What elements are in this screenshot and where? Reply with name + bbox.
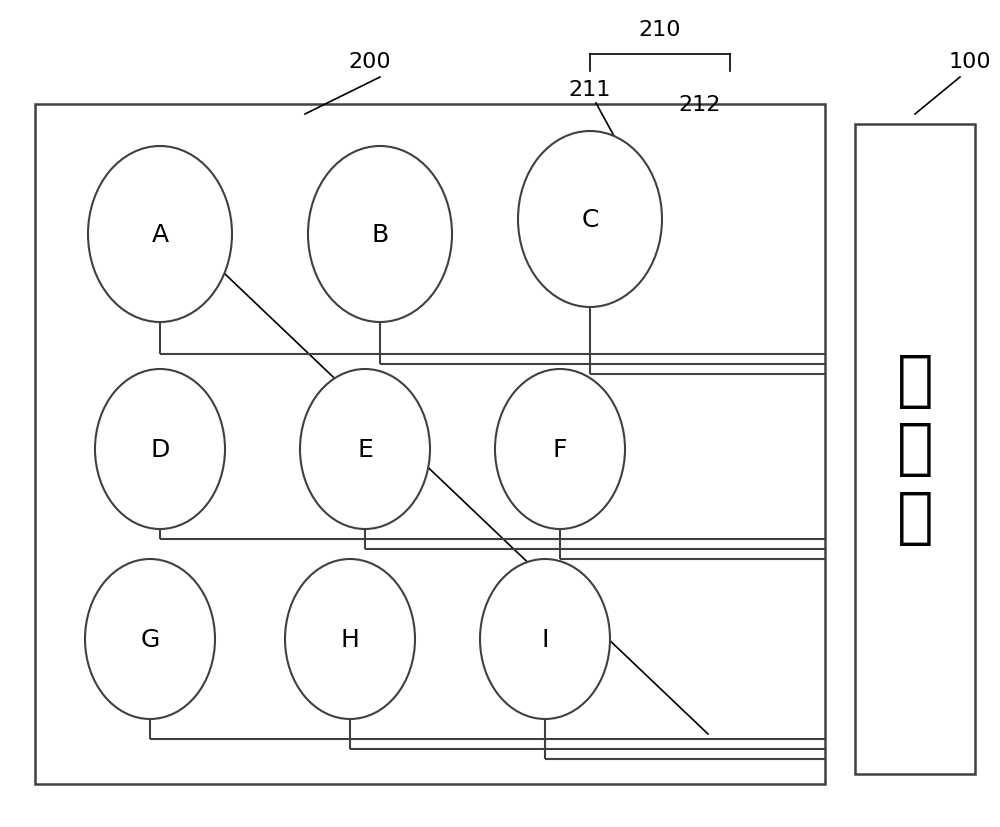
- Text: 210: 210: [639, 20, 681, 40]
- Ellipse shape: [95, 370, 225, 529]
- Text: G: G: [140, 627, 160, 651]
- Ellipse shape: [308, 147, 452, 323]
- Text: 212: 212: [679, 95, 721, 115]
- Ellipse shape: [285, 559, 415, 719]
- Text: 211: 211: [569, 80, 611, 100]
- Ellipse shape: [495, 370, 625, 529]
- Ellipse shape: [85, 559, 215, 719]
- Text: 200: 200: [349, 52, 391, 72]
- Text: F: F: [553, 437, 567, 461]
- Bar: [35, 105, 825, 784]
- Ellipse shape: [300, 370, 430, 529]
- Text: E: E: [357, 437, 373, 461]
- Text: 100: 100: [949, 52, 991, 72]
- Ellipse shape: [480, 559, 610, 719]
- Text: I: I: [541, 627, 549, 651]
- Text: 控
制
器: 控 制 器: [897, 351, 933, 547]
- Text: C: C: [581, 208, 599, 232]
- Bar: [855, 125, 975, 774]
- Ellipse shape: [88, 147, 232, 323]
- Text: H: H: [341, 627, 359, 651]
- Text: D: D: [150, 437, 170, 461]
- Ellipse shape: [518, 131, 662, 308]
- Text: B: B: [371, 222, 389, 246]
- Text: A: A: [151, 222, 169, 246]
